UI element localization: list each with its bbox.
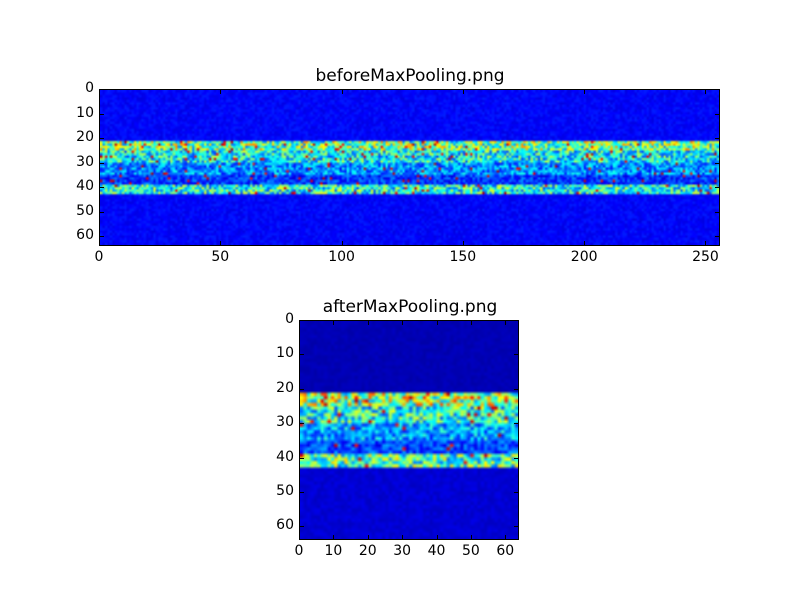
- x-tick-mark: [705, 241, 707, 246]
- x-tick-mark: [705, 89, 707, 94]
- x-tick-mark: [220, 241, 222, 246]
- x-tick-label: 30: [393, 543, 412, 559]
- x-tick-mark: [99, 241, 100, 246]
- y-tick-mark: [99, 162, 104, 164]
- x-tick-mark: [470, 535, 472, 540]
- y-tick-mark: [299, 526, 304, 528]
- x-tick-label: 0: [294, 543, 304, 559]
- x-tick-label: 10: [324, 543, 343, 559]
- y-tick-label: 30: [276, 414, 294, 431]
- y-tick-label: 30: [76, 153, 94, 170]
- x-tick-mark: [341, 89, 343, 94]
- x-tick-label: 100: [328, 249, 355, 265]
- chart-title-after: afterMaxPooling.png: [322, 297, 498, 317]
- y-tick-label: 20: [76, 129, 94, 146]
- y-tick-label: 40: [76, 178, 94, 195]
- y-tick-mark: [299, 320, 304, 321]
- x-tick-mark: [333, 320, 335, 325]
- x-tick-mark: [584, 241, 586, 246]
- y-tick-mark: [514, 354, 519, 356]
- heatmap-before-axes: [99, 89, 720, 246]
- y-tick-mark: [99, 187, 104, 189]
- heatmap-before-image: [100, 90, 719, 245]
- x-tick-mark: [299, 535, 300, 540]
- x-tick-label: 50: [211, 249, 230, 265]
- y-tick-label: 50: [276, 482, 294, 499]
- chart-title-before: beforeMaxPooling.png: [315, 66, 505, 86]
- x-tick-label: 250: [692, 249, 719, 265]
- y-tick-mark: [99, 113, 104, 115]
- y-tick-label: 40: [276, 448, 294, 465]
- x-tick-mark: [436, 320, 438, 325]
- y-tick-mark: [99, 138, 104, 140]
- y-tick-mark: [715, 138, 720, 140]
- x-tick-mark: [584, 89, 586, 94]
- y-tick-mark: [99, 89, 104, 90]
- x-tick-mark: [341, 241, 343, 246]
- x-tick-label: 150: [449, 249, 477, 265]
- x-tick-label: 200: [570, 249, 598, 265]
- x-tick-mark: [220, 89, 222, 94]
- x-tick-mark: [402, 320, 404, 325]
- y-tick-mark: [99, 236, 104, 238]
- y-tick-mark: [715, 187, 720, 189]
- x-tick-mark: [367, 535, 369, 540]
- y-tick-mark: [715, 211, 720, 213]
- x-tick-label: 0: [94, 249, 104, 265]
- x-tick-label: 40: [427, 543, 446, 559]
- y-tick-mark: [299, 388, 304, 390]
- y-tick-mark: [299, 457, 304, 459]
- x-tick-label: 50: [461, 543, 480, 559]
- y-tick-mark: [299, 354, 304, 356]
- heatmap-after-axes: [299, 320, 519, 540]
- x-tick-mark: [333, 535, 335, 540]
- y-tick-mark: [514, 526, 519, 528]
- y-tick-mark: [514, 491, 519, 493]
- heatmap-after-image: [300, 321, 518, 539]
- y-tick-mark: [99, 211, 104, 213]
- y-tick-mark: [715, 162, 720, 164]
- x-tick-mark: [367, 320, 369, 325]
- y-tick-label: 60: [76, 227, 94, 244]
- y-tick-mark: [299, 423, 304, 425]
- y-tick-label: 0: [285, 311, 294, 327]
- y-tick-label: 0: [85, 80, 94, 96]
- x-tick-mark: [436, 535, 438, 540]
- y-tick-mark: [715, 89, 720, 90]
- y-tick-label: 50: [76, 202, 94, 219]
- x-tick-mark: [462, 89, 464, 94]
- y-tick-mark: [514, 388, 519, 390]
- x-tick-label: 20: [358, 543, 377, 559]
- y-tick-label: 10: [276, 345, 294, 362]
- x-tick-mark: [402, 535, 404, 540]
- x-tick-mark: [299, 320, 300, 325]
- x-tick-mark: [99, 89, 100, 94]
- x-tick-label: 60: [496, 543, 515, 559]
- x-tick-mark: [505, 535, 507, 540]
- y-tick-mark: [514, 457, 519, 459]
- y-tick-label: 60: [276, 517, 294, 534]
- y-tick-mark: [715, 236, 720, 238]
- y-tick-mark: [299, 491, 304, 493]
- y-tick-mark: [715, 113, 720, 115]
- y-tick-mark: [514, 320, 519, 321]
- x-tick-mark: [470, 320, 472, 325]
- y-tick-label: 10: [76, 104, 94, 121]
- x-tick-mark: [462, 241, 464, 246]
- y-tick-label: 20: [276, 379, 294, 396]
- y-tick-mark: [514, 423, 519, 425]
- x-tick-mark: [505, 320, 507, 325]
